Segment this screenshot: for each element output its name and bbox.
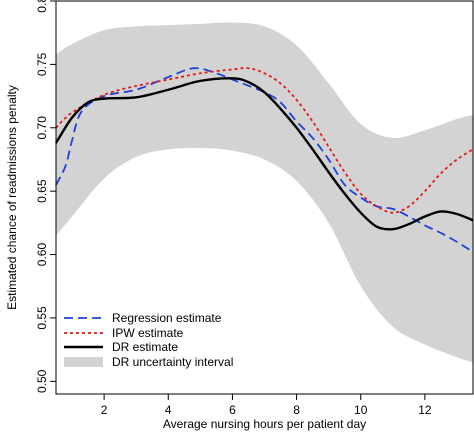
y-axis-title: Estimated chance of readmissions penalty — [5, 85, 19, 310]
y-axis: 0.50 0.55 0.60 0.65 0.70 0.75 0.80 — [35, 0, 56, 393]
x-tick-label: 8 — [293, 403, 300, 417]
dr-uncertainty-band — [56, 22, 473, 363]
y-tick-label: 0.60 — [35, 243, 49, 267]
legend-label-dr-interval: DR uncertainty interval — [112, 355, 233, 369]
y-tick-label: 0.70 — [35, 116, 49, 140]
series-layer — [54, 67, 474, 253]
x-tick-label: 12 — [418, 403, 432, 417]
y-tick-label: 0.50 — [35, 369, 49, 393]
y-tick-label: 0.75 — [35, 52, 49, 76]
x-tick-label: 2 — [101, 403, 108, 417]
x-tick-label: 6 — [229, 403, 236, 417]
x-axis: 2 4 6 8 10 12 — [101, 394, 432, 417]
legend-item-dr-interval: DR uncertainty interval — [64, 355, 233, 369]
legend-item-ipw: IPW estimate — [64, 326, 184, 340]
y-tick-label: 0.80 — [35, 0, 49, 13]
plot-frame — [55, 0, 474, 395]
legend-label-dr: DR estimate — [112, 340, 178, 354]
series-line-regression-estimate — [55, 67, 474, 253]
series-line-ipw-estimate — [55, 67, 474, 214]
legend-label-ipw: IPW estimate — [112, 326, 184, 340]
series-line-dr-estimate — [54, 77, 474, 231]
legend-item-regression: Regression estimate — [64, 311, 222, 325]
legend-label-regression: Regression estimate — [112, 311, 222, 325]
legend-item-dr: DR estimate — [64, 340, 178, 354]
x-tick-label: 4 — [165, 403, 172, 417]
x-axis-title: Average nursing hours per patient day — [163, 417, 366, 431]
x-tick-label: 10 — [354, 403, 368, 417]
legend: Regression estimate IPW estimate DR esti… — [64, 311, 233, 369]
y-tick-label: 0.55 — [35, 306, 49, 330]
y-tick-label: 0.65 — [35, 179, 49, 203]
